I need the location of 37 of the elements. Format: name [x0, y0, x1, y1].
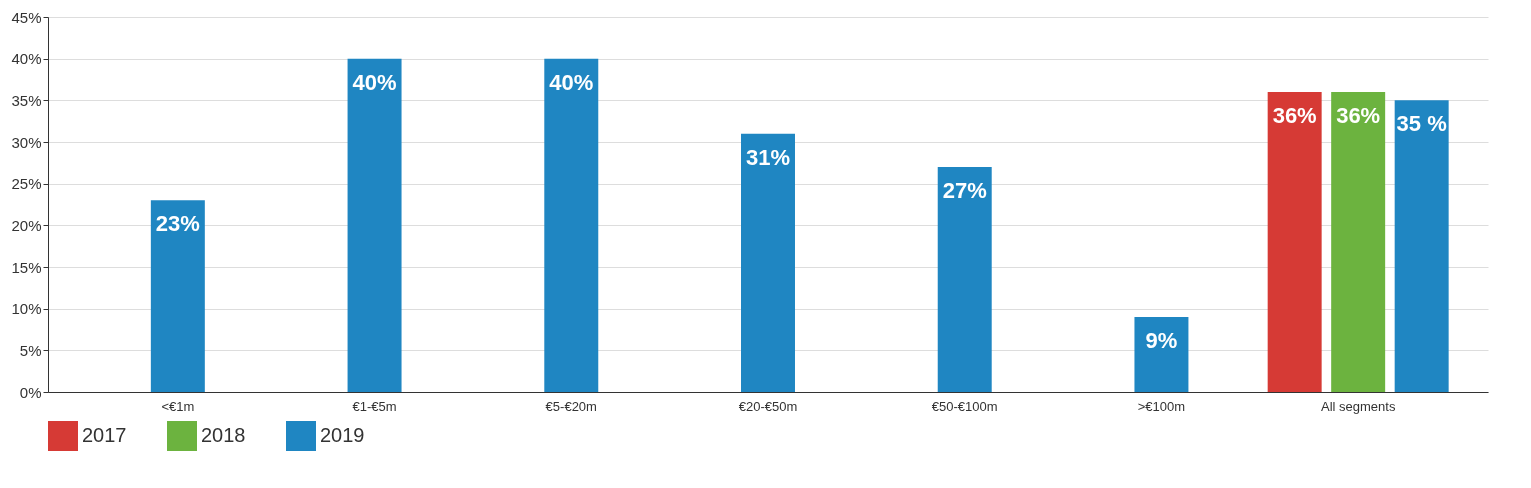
bar — [1267, 92, 1322, 392]
x-tick-label: >€100m — [1137, 398, 1186, 414]
legend-label: 2017 — [82, 424, 127, 446]
data-label: 35 % — [1396, 111, 1447, 137]
data-label: 27% — [942, 178, 987, 203]
data-label: 36% — [1272, 103, 1317, 128]
legend-label: 2019 — [320, 424, 365, 446]
bar — [937, 167, 992, 392]
y-tick-label: 45% — [11, 8, 42, 26]
y-tick-label: 20% — [11, 216, 42, 234]
data-label: 23% — [155, 211, 200, 237]
data-label: 9% — [1145, 328, 1178, 353]
y-tick-label: 0% — [19, 383, 42, 401]
data-label: 36% — [1336, 103, 1381, 128]
x-tick-label: €20-€50m — [738, 398, 798, 414]
bar — [1331, 92, 1386, 392]
x-tick-label: <€1m — [161, 398, 195, 414]
bar — [1134, 317, 1189, 392]
data-label: 40% — [352, 69, 397, 95]
data-label: 31% — [745, 144, 791, 170]
bar — [544, 58, 599, 392]
x-tick-label: €5-€20m — [545, 398, 597, 414]
y-tick-label: 25% — [11, 175, 42, 193]
y-tick-label: 5% — [19, 341, 42, 359]
y-tick-label: 30% — [11, 133, 42, 151]
x-tick-label: €50-€100m — [931, 398, 998, 414]
y-tick-label: 40% — [11, 50, 42, 68]
y-tick-label: 35% — [11, 91, 42, 109]
x-tick-label: €1-€5m — [352, 398, 397, 414]
bar — [741, 133, 795, 392]
y-tick-label: 15% — [11, 258, 42, 276]
x-tick-label: All segments — [1320, 398, 1396, 414]
bar — [150, 200, 205, 392]
y-tick-label: 10% — [11, 300, 42, 318]
bar — [347, 58, 402, 392]
data-label: 40% — [549, 69, 594, 95]
legend-label: 2018 — [201, 424, 246, 446]
